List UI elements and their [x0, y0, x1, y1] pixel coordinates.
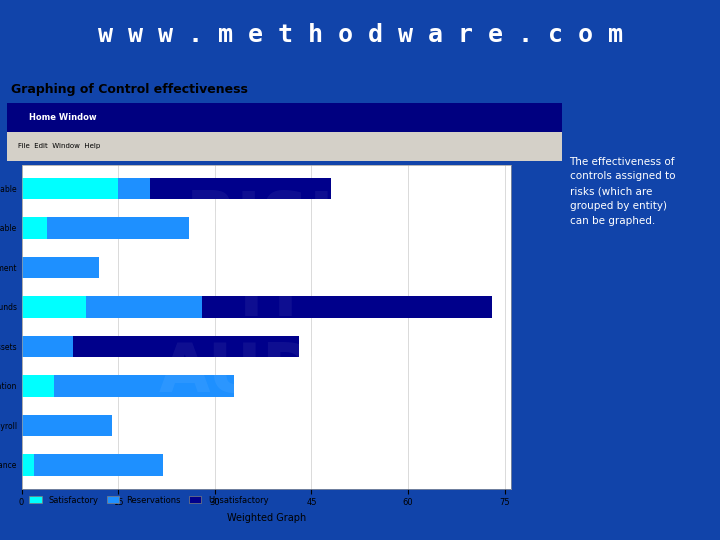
- Bar: [22, 335, 73, 357]
- Legend: Satisfactory, Reservations, Unsatisfactory: Satisfactory, Reservations, Unsatisfacto…: [26, 492, 271, 508]
- Text: w w w . m e t h o d w a r e . c o m: w w w . m e t h o d w a r e . c o m: [97, 23, 623, 47]
- Bar: [22, 296, 86, 318]
- Text: Home Window: Home Window: [30, 113, 97, 122]
- Bar: [48, 217, 189, 239]
- Bar: [118, 178, 150, 199]
- Bar: [22, 375, 54, 397]
- Bar: [202, 296, 492, 318]
- Text: Graphing of Control effectiveness: Graphing of Control effectiveness: [11, 83, 248, 96]
- Bar: [22, 454, 35, 476]
- Bar: [22, 217, 48, 239]
- Bar: [35, 454, 163, 476]
- Text: The effectiveness of
controls assigned to
risks (which are
grouped by entity)
ca: The effectiveness of controls assigned t…: [570, 157, 675, 226]
- Bar: [73, 335, 299, 357]
- X-axis label: Weighted Graph: Weighted Graph: [227, 513, 306, 523]
- Bar: [22, 256, 99, 278]
- Bar: [22, 178, 118, 199]
- Bar: [150, 178, 330, 199]
- FancyBboxPatch shape: [7, 103, 562, 132]
- FancyBboxPatch shape: [7, 132, 562, 161]
- Bar: [54, 375, 234, 397]
- Text: RISK
IT
AUDIT: RISK IT AUDIT: [159, 187, 388, 407]
- Text: File  Edit  Window  Help: File Edit Window Help: [18, 143, 101, 149]
- Bar: [86, 296, 202, 318]
- Bar: [22, 415, 112, 436]
